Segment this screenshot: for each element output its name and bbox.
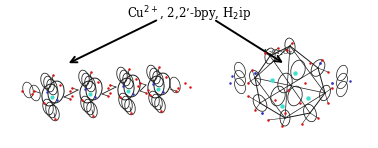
Text: K$_2$Cr$_2$O$_7$: K$_2$Cr$_2$O$_7$ <box>263 48 292 58</box>
Text: Cu$^{2+}$, 2,2’-bpy, H$_2$ip: Cu$^{2+}$, 2,2’-bpy, H$_2$ip <box>127 4 251 24</box>
